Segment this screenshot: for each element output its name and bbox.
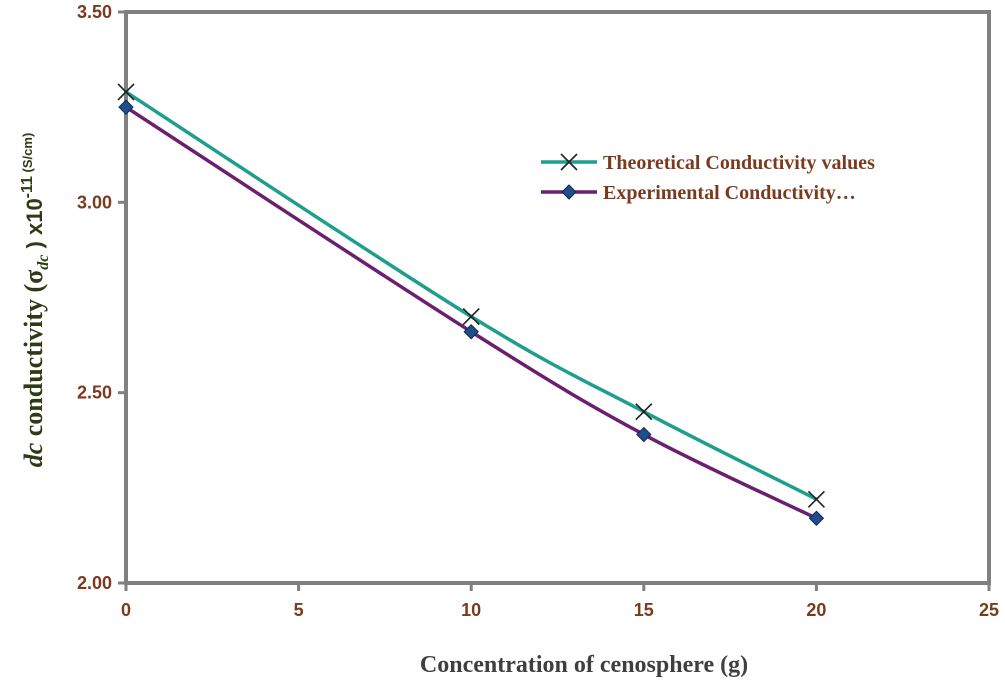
- y-label-sigma: σ: [19, 270, 48, 284]
- y-label-exp: -11: [19, 176, 36, 198]
- y-tick-label: 3.00: [77, 192, 112, 212]
- y-axis-ticks: 2.00 2.50 3.00 3.50: [77, 2, 126, 593]
- x-tick-label: 5: [294, 600, 304, 620]
- x-marker: [635, 403, 653, 421]
- diamond-marker: [561, 184, 577, 200]
- y-label-italic: dc: [19, 442, 48, 467]
- diamond-marker: [636, 426, 652, 443]
- series-line-1: [125, 105, 818, 520]
- diamond-marker: [808, 510, 825, 526]
- y-tick-label: 2.00: [77, 573, 112, 593]
- diamond-marker: [463, 324, 479, 340]
- series-layer: [117, 83, 825, 526]
- y-label-main: conductivity (: [19, 284, 48, 443]
- y-axis-label: dc conductivity (σdc ) x10-11 (S/cm): [19, 133, 52, 468]
- y-tick-label: 3.50: [77, 2, 112, 22]
- y-label-close: ) x10: [22, 198, 47, 254]
- x-marker: [560, 153, 578, 171]
- x-tick-label: 0: [121, 600, 131, 620]
- legend-label: Experimental Conductivity…: [603, 182, 856, 204]
- x-marker: [462, 307, 480, 326]
- series-line-0: [125, 90, 818, 501]
- legend-entry: Experimental Conductivity…: [541, 182, 856, 204]
- legend-label: Theoretical Conductivity values: [603, 152, 875, 174]
- legend-entry: Theoretical Conductivity values: [541, 152, 875, 174]
- x-tick-label: 15: [634, 600, 654, 620]
- y-tick-label: 2.50: [77, 383, 112, 403]
- x-tick-label: 10: [461, 600, 481, 620]
- x-axis-label: Concentration of cenosphere (g): [420, 652, 748, 678]
- y-label-sigma-sub: dc: [35, 255, 52, 270]
- x-marker: [807, 490, 825, 508]
- diamond-marker: [118, 99, 134, 115]
- x-tick-label: 20: [806, 600, 826, 620]
- legend: Theoretical Conductivity values Experimen…: [541, 152, 875, 204]
- x-tick-label: 25: [979, 600, 999, 620]
- x-axis-ticks: 0 5 10 15 20 25: [121, 583, 999, 620]
- x-marker: [117, 83, 135, 101]
- y-label-unit: (S/cm): [20, 133, 35, 176]
- plot-frame: [124, 10, 991, 585]
